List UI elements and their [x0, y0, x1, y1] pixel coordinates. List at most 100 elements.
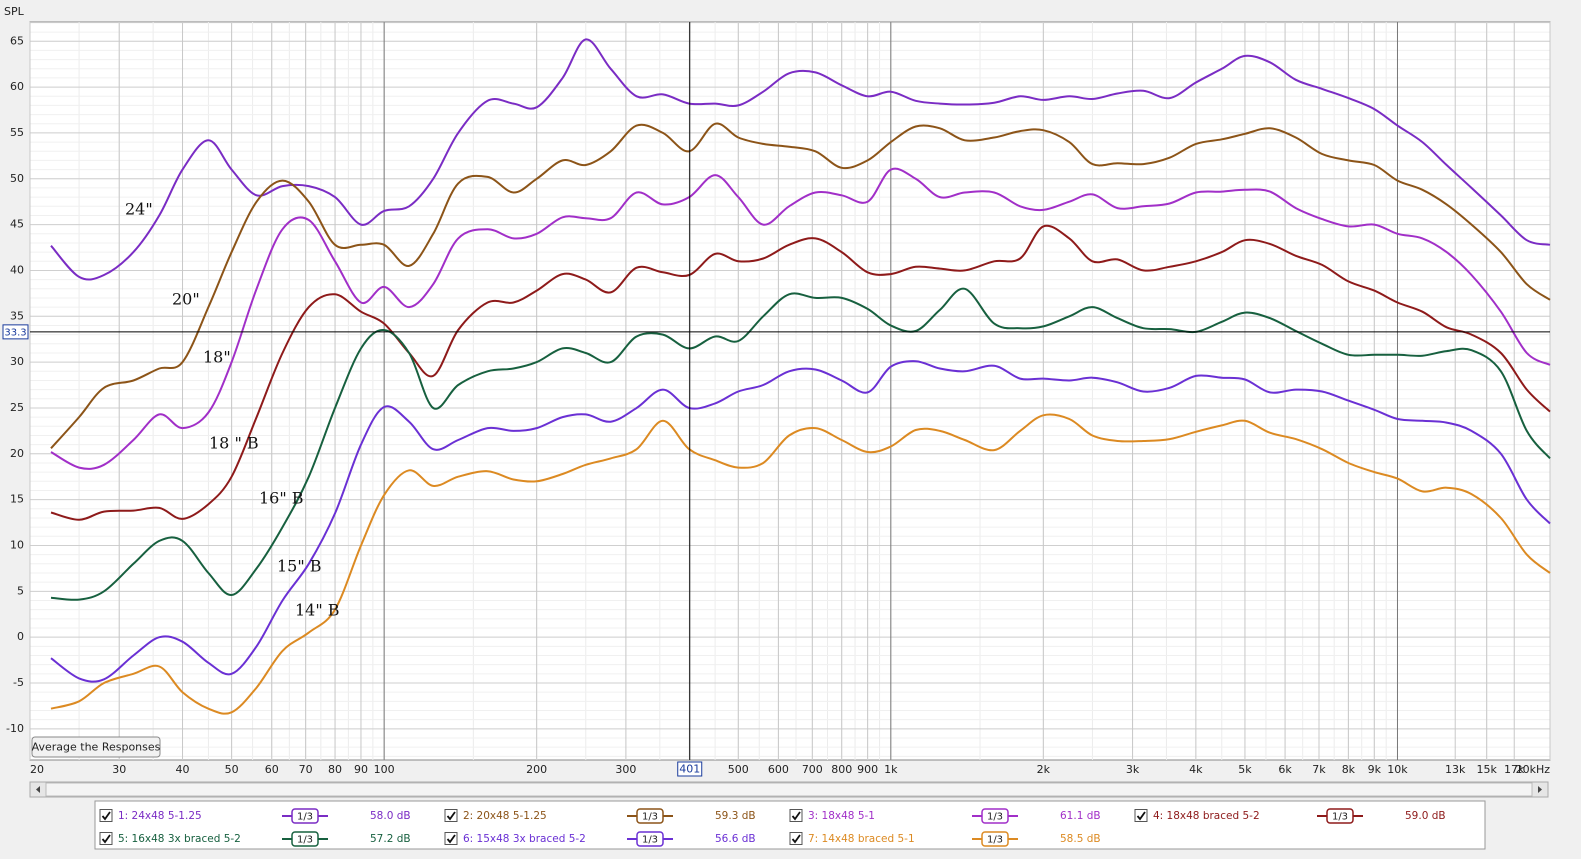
smoothing-label[interactable]: 1/3: [297, 812, 313, 823]
smoothing-box[interactable]: [981, 831, 1009, 847]
smoothing-box[interactable]: [636, 831, 664, 847]
x-tick-label: 13k: [1445, 763, 1466, 776]
legend-label: 5: 16x48 3x braced 5-2: [118, 833, 241, 845]
smoothing-label[interactable]: 1/3: [987, 812, 1003, 823]
y-tick-label: 5: [17, 584, 24, 597]
smoothing-box[interactable]: [981, 808, 1009, 824]
legend-label: 1: 24x48 5-1.25: [118, 810, 202, 822]
x-tick-label: 900: [857, 763, 878, 776]
x-tick-label: 4k: [1189, 763, 1203, 776]
x-tick-label: 20: [30, 763, 44, 776]
smoothing-label[interactable]: 1/3: [987, 835, 1003, 846]
legend-checkbox[interactable]: [789, 809, 803, 822]
y-tick-label: 35: [10, 309, 24, 322]
x-tick-label: 50: [225, 763, 239, 776]
y-tick-label: -10: [6, 722, 24, 735]
smoothing-box[interactable]: [636, 808, 664, 824]
legend-level: 56.6 dB: [715, 833, 756, 845]
response-curve: [50, 167, 1551, 470]
legend-checkbox[interactable]: [99, 809, 113, 822]
x-tick-label: 100: [374, 763, 395, 776]
smoothing-label[interactable]: 1/3: [297, 835, 313, 846]
checkmark[interactable]: [101, 834, 111, 844]
x-tick-label: 1k: [884, 763, 898, 776]
y-tick-label: 20: [10, 447, 24, 460]
y-axis-label: SPL: [4, 5, 25, 18]
y-tick-label: 30: [10, 355, 24, 368]
legend-checkbox[interactable]: [99, 832, 113, 845]
legend-level: 58.5 dB: [1060, 833, 1101, 845]
curves: [50, 38, 1551, 715]
checkmark[interactable]: [446, 811, 456, 821]
response-curve: [50, 224, 1551, 521]
legend-checkbox[interactable]: [789, 832, 803, 845]
checkmark[interactable]: [1136, 811, 1146, 821]
grid: [29, 22, 1551, 760]
legend-label: 4: 18x48 braced 5-2: [1153, 810, 1260, 822]
x-tick-label: 300: [615, 763, 636, 776]
x-tick-label: 20kHz: [1516, 763, 1551, 776]
cursor-y-label: 33.3: [4, 327, 26, 338]
smoothing-label[interactable]: 1/3: [1332, 812, 1348, 823]
checkmark[interactable]: [791, 811, 801, 821]
y-tick-label: 50: [10, 172, 24, 185]
smoothing-label[interactable]: 1/3: [642, 812, 658, 823]
y-tick-label: 65: [10, 34, 24, 47]
x-tick-label: 8k: [1342, 763, 1356, 776]
cursor-x-box: [677, 761, 703, 777]
x-tick-label: 9k: [1368, 763, 1382, 776]
x-tick-label: 700: [802, 763, 823, 776]
x-tick-label: 3k: [1126, 763, 1140, 776]
x-tick-label: 70: [299, 763, 313, 776]
smoothing-box[interactable]: [291, 808, 319, 824]
x-tick-label: 17k: [1504, 763, 1525, 776]
legend-label: 2: 20x48 5-1.25: [463, 810, 547, 822]
x-tick-label: 6k: [1278, 763, 1292, 776]
smoothing-label[interactable]: 1/3: [642, 835, 658, 846]
x-tick-label: 80: [328, 763, 342, 776]
smoothing-box[interactable]: [1326, 808, 1354, 824]
legend-level: 61.1 dB: [1060, 810, 1101, 822]
x-tick-label: 90: [354, 763, 368, 776]
legend-level: 57.2 dB: [370, 833, 411, 845]
legend-checkbox[interactable]: [444, 832, 458, 845]
button-frame[interactable]: [31, 736, 161, 758]
legend-checkbox[interactable]: [1134, 809, 1148, 822]
smoothing-box[interactable]: [291, 831, 319, 847]
y-tick-label: 25: [10, 401, 24, 414]
annotation: 16" B: [259, 489, 304, 508]
scroll-thumb[interactable]: [45, 782, 1533, 797]
legend: 1: 24x48 5-1.25 1/3 58.0 dB 2: 20x48 5-1.25…: [99, 808, 1446, 847]
y-tick-label: 60: [10, 80, 24, 93]
x-tick-label: 30: [112, 763, 126, 776]
scroll-right[interactable]: [1538, 786, 1542, 793]
legend-label: 6: 15x48 3x braced 5-2: [463, 833, 586, 845]
x-tick-label: 800: [831, 763, 852, 776]
y-tick-label: 40: [10, 263, 24, 276]
y-tick-label: 15: [10, 493, 24, 506]
legend-level: 58.0 dB: [370, 810, 411, 822]
checkmark[interactable]: [101, 811, 111, 821]
legend-level: 59.3 dB: [715, 810, 756, 822]
scroll-left[interactable]: [36, 786, 40, 793]
average-button[interactable]: Average the Responses: [31, 736, 161, 758]
annotation: 18": [203, 348, 231, 367]
x-tick-label: 60: [265, 763, 279, 776]
annotation: 20": [172, 290, 200, 309]
legend-checkbox[interactable]: [444, 809, 458, 822]
response-curve: [50, 287, 1551, 601]
checkmark[interactable]: [791, 834, 801, 844]
x-tick-label: 500: [728, 763, 749, 776]
x-tick-label: 600: [768, 763, 789, 776]
x-tick-label: 7k: [1312, 763, 1326, 776]
button-label[interactable]: Average the Responses: [32, 741, 161, 754]
legend-label: 7: 14x48 braced 5-1: [808, 833, 915, 845]
annotation: 14" B: [295, 601, 340, 620]
checkmark[interactable]: [446, 834, 456, 844]
response-curve: [50, 122, 1551, 449]
y-tick-label: -5: [13, 676, 24, 689]
scrollbar[interactable]: [29, 781, 1549, 798]
response-curve: [50, 413, 1551, 715]
x-tick-label: 2k: [1037, 763, 1051, 776]
